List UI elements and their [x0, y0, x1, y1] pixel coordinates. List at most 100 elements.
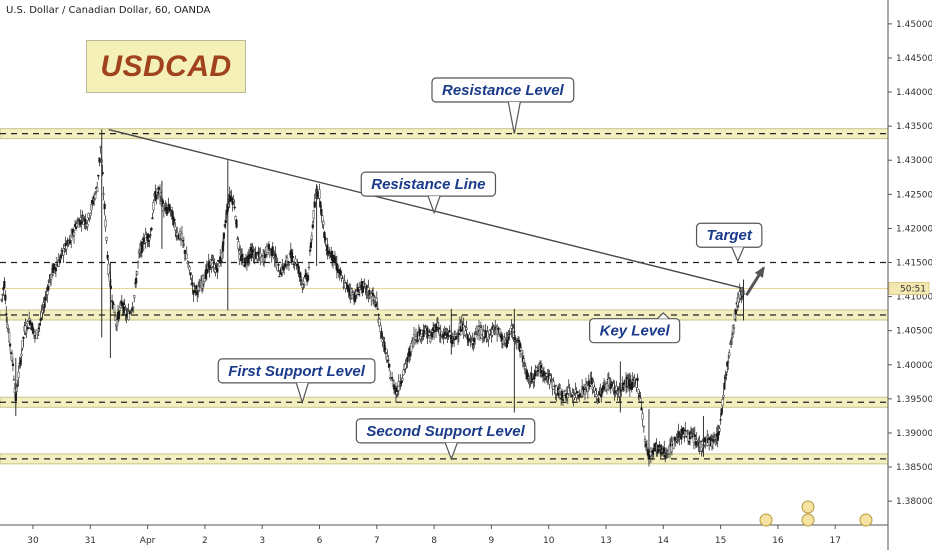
price-tick-label: 1.41500: [896, 259, 932, 269]
price-tick-label: 1.40500: [896, 327, 932, 337]
candle-body: [11, 363, 15, 367]
candle-body: [732, 327, 736, 329]
callout-label: Second Support Level: [366, 423, 525, 440]
candle-body: [20, 353, 23, 357]
candle-body: [507, 336, 510, 341]
candle-body: [457, 333, 461, 336]
candle-body: [48, 282, 51, 287]
candle-body: [725, 374, 728, 376]
candle-body: [99, 145, 102, 148]
candle-body: [721, 399, 724, 407]
price-tick-label: 1.39000: [896, 429, 932, 439]
candle-body: [195, 285, 198, 289]
candle-body: [183, 250, 186, 254]
candle-body: [189, 272, 192, 276]
candle-body: [291, 256, 294, 259]
candle-body: [704, 437, 707, 443]
callout: Target: [695, 222, 763, 263]
candle-body: [136, 261, 140, 263]
candle-body: [8, 332, 11, 342]
candle-body: [224, 219, 227, 224]
price-badge: [888, 282, 930, 295]
candle-body: [25, 330, 28, 333]
time-tick-label: 17: [829, 536, 840, 546]
candle-body: [717, 431, 720, 436]
candle-body: [311, 224, 314, 228]
candle-body: [5, 313, 8, 316]
callout-box: [431, 77, 575, 103]
candle-body: [98, 157, 101, 163]
candle-body: [199, 287, 202, 291]
candle-body: [16, 385, 19, 387]
candle-body: [682, 427, 685, 435]
candle-body: [27, 327, 30, 330]
candle-body: [376, 308, 379, 310]
candle-body: [87, 213, 90, 219]
candle-body: [22, 336, 25, 339]
candle-body: [522, 358, 525, 363]
callout-pointer: [427, 195, 441, 215]
candle-body: [683, 436, 686, 438]
time-tick-label: 6: [317, 536, 323, 546]
candle-body: [229, 193, 232, 196]
target-arrow-head: [754, 266, 765, 278]
candle-body: [221, 241, 225, 252]
candle-body: [10, 353, 14, 362]
candle-body: [162, 209, 165, 213]
callout: Second Support Level: [355, 418, 536, 461]
candle-body: [465, 327, 468, 330]
callout-box: [589, 318, 681, 344]
time-tick-label: 14: [658, 536, 670, 546]
candle-body: [267, 243, 270, 250]
price-tick-label: 1.45000: [896, 20, 932, 30]
candle-body: [605, 383, 609, 390]
candle-body: [387, 359, 390, 361]
candles-layer: [0, 129, 745, 467]
candle-body: [306, 275, 310, 281]
economic-event-icon: [801, 500, 815, 514]
price-tick-label: 1.40000: [896, 361, 932, 371]
candle-body: [673, 436, 676, 441]
candle-body: [118, 307, 122, 311]
price-tick-label: 1.41000: [896, 293, 932, 303]
candle-body: [641, 413, 644, 420]
candle-body: [185, 253, 188, 259]
candle-body: [180, 233, 184, 240]
candle-body: [302, 281, 305, 284]
candle-body: [331, 250, 334, 261]
candle-body: [182, 243, 185, 246]
callout-pointer: [295, 382, 309, 405]
candle-body: [447, 334, 450, 338]
candle-body: [448, 330, 451, 333]
candle-body: [684, 429, 687, 431]
callout-pointer: [656, 312, 670, 320]
candle-body: [562, 390, 566, 396]
candle-body: [309, 242, 313, 248]
candle-body: [431, 332, 434, 338]
time-tick-label: 9: [489, 536, 495, 546]
candle-body: [277, 263, 280, 266]
candle-body: [92, 201, 95, 205]
price-tick-label: 1.38000: [896, 497, 932, 507]
price-tick-label: 1.39500: [896, 395, 932, 405]
price-axis: 1.45000 1.44500 1.44000 1.43500 1.43000 1.425…: [887, 0, 932, 550]
candle-body: [410, 342, 413, 352]
candle-body: [638, 395, 641, 398]
callout: First Support Level: [217, 358, 376, 405]
candle-body: [232, 199, 235, 202]
candle-body: [643, 439, 647, 442]
symbol-logo: USDCAD: [86, 40, 246, 93]
candle-body: [26, 321, 29, 325]
candle-body: [107, 263, 110, 275]
candle-body: [400, 381, 403, 384]
candle-body: [590, 377, 593, 385]
candle-body: [323, 231, 326, 239]
price-tick-label: 1.42500: [896, 190, 932, 200]
symbol-title: U.S. Dollar / Canadian Dollar, 60, OANDA: [6, 5, 211, 16]
candle-body: [588, 384, 591, 387]
candle-body: [140, 241, 143, 253]
price-tick-label: 1.43500: [896, 122, 932, 132]
candle-body: [498, 328, 502, 334]
candle-body: [307, 266, 311, 269]
